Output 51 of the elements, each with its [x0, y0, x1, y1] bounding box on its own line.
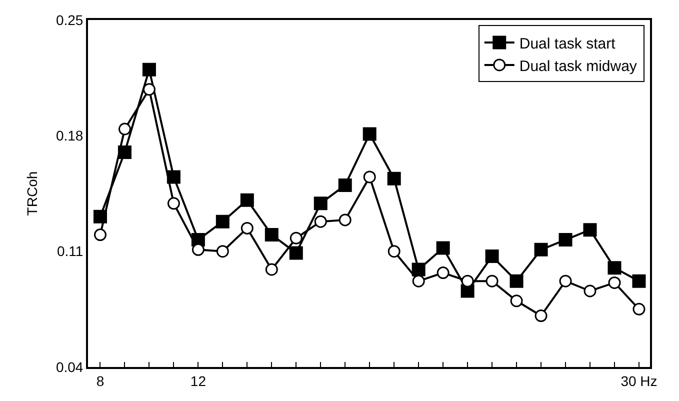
point	[240, 193, 254, 207]
point	[338, 178, 352, 192]
point	[118, 122, 131, 136]
x-tick-label: 12	[190, 372, 206, 389]
point	[265, 263, 278, 276]
y-tick-label: 0.18	[56, 128, 84, 144]
point	[584, 284, 596, 298]
point	[486, 274, 498, 288]
point	[461, 274, 474, 288]
point	[583, 223, 597, 237]
x-tick-label: 30 Hz	[620, 372, 658, 389]
point	[192, 243, 204, 256]
point	[94, 228, 106, 242]
y-tick-label: 0.25	[56, 12, 84, 28]
point	[314, 215, 327, 228]
point	[534, 242, 548, 256]
point	[558, 233, 572, 247]
point	[412, 274, 425, 288]
point	[608, 276, 621, 289]
point	[363, 170, 376, 184]
point	[142, 62, 156, 76]
point	[240, 222, 254, 234]
point	[290, 232, 302, 244]
point	[216, 245, 229, 258]
legend-label: Dual task midway	[519, 58, 638, 75]
point	[387, 172, 401, 186]
point	[608, 261, 622, 275]
point	[510, 274, 524, 288]
point	[142, 83, 156, 96]
x-tick-label: 8	[96, 372, 104, 389]
point	[388, 245, 400, 258]
point	[167, 197, 180, 210]
point	[485, 250, 499, 264]
point	[412, 262, 426, 276]
point	[559, 274, 572, 288]
point	[289, 246, 303, 260]
point	[510, 294, 523, 308]
legend-label: Dual task start	[519, 35, 616, 52]
y-tick-label: 0.04	[56, 358, 84, 375]
point	[534, 310, 548, 322]
point	[436, 266, 450, 280]
point	[632, 274, 646, 288]
point	[362, 127, 376, 141]
point	[436, 241, 450, 255]
y-tick-label: 0.11	[56, 243, 84, 260]
y-axis-title: TRCoh	[24, 171, 40, 216]
point	[338, 214, 352, 226]
point	[264, 228, 278, 242]
point	[314, 196, 328, 210]
point	[216, 214, 230, 228]
point	[632, 302, 646, 316]
